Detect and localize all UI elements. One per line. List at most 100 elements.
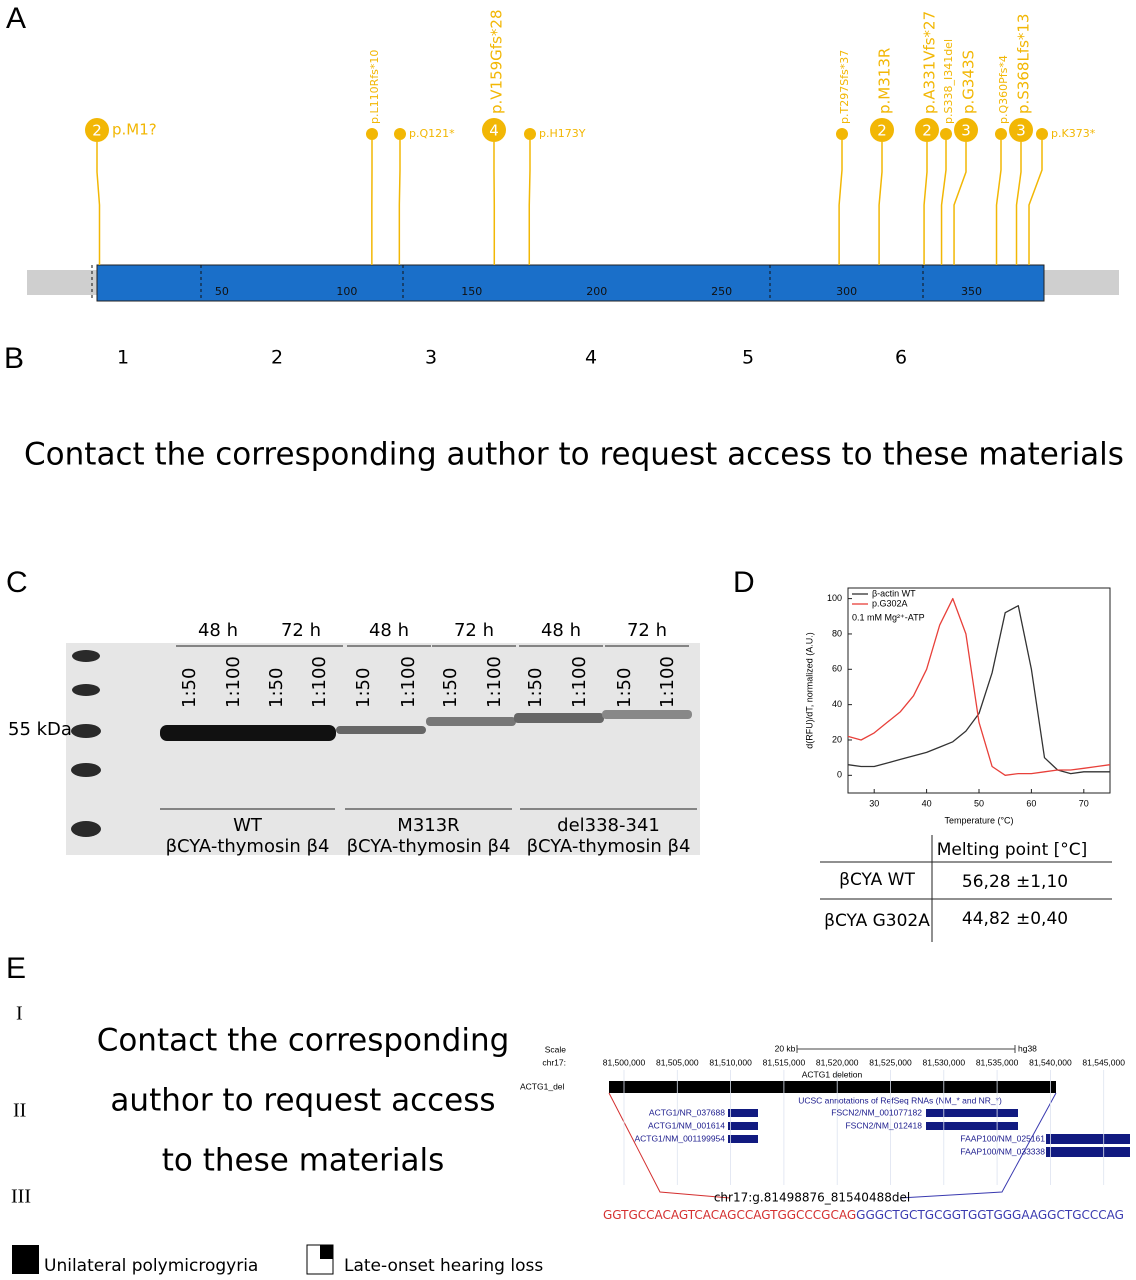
x-tick-label: 350 (961, 285, 982, 298)
panel-label: D (733, 566, 755, 599)
table-cell: 56,28 ±1,10 (962, 872, 1068, 892)
mutation-label: p.M1? (112, 121, 157, 139)
x-tick-label: 50 (215, 285, 229, 298)
coordinate-label: 81,500,000 (603, 1057, 646, 1067)
mutation-label: p.S368Lfs*13 (1015, 14, 1033, 114)
gene-models (728, 1109, 1130, 1157)
dilution-label: 1:50 (179, 668, 200, 708)
x-tick-label: 30 (869, 798, 879, 808)
x-tick-label: 50 (974, 798, 984, 808)
stem (953, 142, 967, 265)
protein-plot: 50 100 150 200 250 300 350 2 p.M1? p.L110Rfs*10 p.… (27, 10, 1119, 302)
mutation-label: p.T297Sfs*37 (838, 50, 851, 124)
legend-label: Late-onset hearing loss (344, 1256, 543, 1276)
dilution-label: 1:50 (614, 668, 635, 708)
melting-table: Melting point [°C] βCYA WT 56,28 ±1,10 β… (820, 835, 1112, 942)
timepoint-label: 72 h (627, 620, 667, 641)
mutation-label: p.V159Gfs*28 (488, 10, 506, 115)
hgvs: chr17:g.81498876_81540488del (714, 1191, 910, 1205)
exon-labels: 1 2 3 4 5 6 (117, 347, 907, 369)
mutation-head (954, 118, 978, 142)
x-tick-label: 60 (1026, 798, 1036, 808)
x-tick-label: 250 (711, 285, 732, 298)
dilution-label: 1:50 (353, 668, 374, 708)
panel-label: B (4, 342, 24, 375)
track-name: UCSC annotations of RefSeq RNAs (NM_* an… (798, 1095, 1002, 1105)
dilution-label: 1:100 (569, 656, 590, 708)
panel-label: A (6, 2, 26, 35)
notice: Contact the corresponding author to requ… (24, 437, 1124, 473)
exon-boundaries (91, 265, 924, 301)
mutation-head (1036, 128, 1048, 140)
count-label: 2 (922, 122, 932, 140)
x-tick-label: 150 (461, 285, 482, 298)
notice-line: author to request access (110, 1083, 495, 1119)
timepoint-label: 48 h (198, 620, 238, 641)
transcript-label: FAAP100/NM_025161 (960, 1133, 1045, 1143)
genome-browser: Scale chr17: 20 kb hg38 ACTG1 deletion A… (520, 1043, 1130, 1222)
mutation-head (870, 118, 894, 142)
group-name: WT (233, 815, 263, 836)
notice: Contact the corresponding author to requ… (97, 1023, 510, 1179)
y-tick-label: 20 (832, 734, 842, 744)
x-tick-label: 70 (1079, 798, 1089, 808)
mutation-label: p.G343S (960, 50, 978, 114)
notice-line: to these materials (162, 1143, 444, 1179)
deletion-name: ACTG1 deletion (802, 1069, 863, 1079)
sequence-right: GGGCTGCTGCGGTGGTGGGAAGGCTGCCCAG (856, 1208, 1124, 1222)
y-tick-label: 60 (832, 664, 842, 674)
junction-sequence: GGTGCCACAGTCACAGCCAGTGGCCCGCAGGGGCTGCTGC… (603, 1208, 1124, 1222)
assembly: hg38 (1018, 1043, 1037, 1053)
stem (878, 142, 883, 265)
stem (1015, 142, 1022, 265)
group-name: del338-341 (557, 815, 660, 836)
stem (923, 142, 928, 265)
exon-label: 2 (271, 347, 283, 369)
mutation-head (995, 128, 1007, 140)
mutation-head (1009, 118, 1033, 142)
coordinate-label: 81,535,000 (976, 1057, 1019, 1067)
transcript-label: FAAP100/NM_033338 (960, 1146, 1045, 1156)
mutation-label: p.A331Vfs*27 (921, 11, 939, 114)
mutation-label: p.S338_I341del (942, 39, 955, 124)
stem (528, 140, 531, 265)
count-label: 2 (92, 122, 102, 140)
legend-label: p.G302A (872, 598, 908, 608)
protein-track (96, 264, 1045, 302)
x-tick-label: 300 (836, 285, 857, 298)
exon-label: 5 (742, 347, 754, 369)
dilution-label: 1:100 (309, 656, 330, 708)
mutation-label: p.H173Y (539, 127, 586, 140)
y-tick-label: 100 (827, 593, 842, 603)
exon-label: 4 (585, 347, 597, 369)
coordinate-label: 81,540,000 (1029, 1057, 1072, 1067)
track-name: ACTG1_del (520, 1081, 565, 1091)
group-construct: βCYA-thymosin β4 (347, 836, 511, 857)
mutation-head (915, 118, 939, 142)
mutation-head (394, 128, 406, 140)
stem (838, 140, 843, 265)
dilution-label: 1:100 (484, 656, 505, 708)
x-tick-label: 200 (586, 285, 607, 298)
row-label: III (11, 1186, 31, 1208)
annotation: 0.1 mM Mg²⁺-ATP (852, 612, 925, 622)
mutation-label: p.M313R (876, 48, 894, 114)
dilution-label: 1:50 (266, 668, 287, 708)
group-construct: βCYA-thymosin β4 (166, 836, 330, 857)
timepoint-label: 72 h (281, 620, 321, 641)
x-axis-label: Temperature (°C) (944, 815, 1013, 825)
x-tick-label: 100 (336, 285, 357, 298)
legend-label: Unilateral polymicrogyria (44, 1256, 258, 1276)
transcript-label: ACTG1/NM_001614 (648, 1120, 725, 1130)
scale-label: Scale (545, 1044, 567, 1054)
mutation-head (366, 128, 378, 140)
y-axis-label: d(RFU)/dT, normalized (A.U.) (804, 632, 814, 749)
scale-size: 20 kb (775, 1043, 796, 1053)
group-construct: βCYA-thymosin β4 (527, 836, 691, 857)
mutation-label: p.Q121* (409, 127, 455, 140)
table-header: Melting point [°C] (937, 840, 1088, 860)
western-blot: 55 kDa 48 h 72 h 48 h 72 h 48 h 72 h 1:50 1:100… (8, 620, 700, 857)
series-line (847, 597, 1111, 776)
coordinate-label: 81,530,000 (923, 1057, 966, 1067)
legend-label: β-actin WT (872, 588, 916, 598)
